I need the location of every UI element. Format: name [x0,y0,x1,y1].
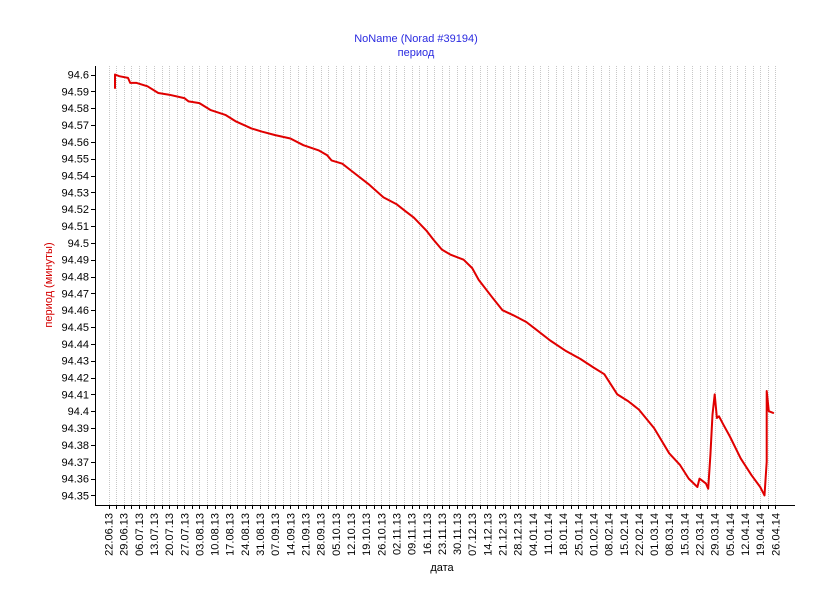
axes [91,66,795,509]
x-tick-label: 22.03.14 [695,513,707,556]
x-tick-label: 05.04.14 [725,513,737,556]
x-tick-label: 09.11.13 [407,513,419,555]
x-tick-label: 20.07.13 [164,513,176,556]
y-tick-label: 94.46 [61,305,89,317]
x-tick-label: 21.09.13 [301,513,313,556]
y-tick-label: 94.58 [61,103,89,115]
y-tick-label: 94.47 [61,288,89,300]
x-tick-label: 28.09.13 [316,513,328,556]
y-tick-label: 94.5 [68,238,89,250]
x-tick-label: 13.07.13 [149,513,161,556]
series-layer [114,73,775,497]
x-tick-label: 19.04.14 [755,513,767,556]
x-tick-label: 04.01.14 [528,513,540,556]
y-tick-labels: 94.6 94.59 94.58 94.57 94.56 94.55 94.54 94.53 9… [61,70,89,503]
y-tick-label: 94.39 [61,423,89,435]
y-tick-label: 94.51 [61,221,89,233]
x-tick-label: 19.10.13 [361,513,373,556]
y-tick-label: 94.37 [61,457,89,469]
y-tick-label: 94.45 [61,322,89,334]
x-tick-label: 28.12.13 [513,513,525,556]
x-tick-label: 26.10.13 [376,513,388,556]
x-tick-label: 14.12.13 [482,513,494,556]
x-tick-label: 10.08.13 [210,513,222,556]
x-tick-label: 27.07.13 [179,513,191,556]
y-tick-label: 94.59 [61,86,89,98]
x-tick-label: 01.03.14 [649,513,661,556]
x-tick-label: 12.10.13 [346,513,358,556]
x-tick-label: 14.09.13 [285,513,297,556]
x-tick-label: 15.03.14 [679,513,691,556]
x-tick-label: 25.01.14 [573,513,585,556]
x-tick-label: 08.02.14 [604,513,616,556]
y-tick-label: 94.44 [61,339,89,351]
y-tick-label: 94.52 [61,204,89,216]
x-tick-label: 29.06.13 [119,513,131,556]
y-tick-label: 94.41 [61,389,89,401]
x-tick-label: 29.03.14 [710,513,722,556]
x-tick-label: 02.11.13 [391,513,403,555]
x-tick-label: 05.10.13 [331,513,343,556]
y-axis-label: период (минуты) [43,242,55,327]
x-axis-label: дата [430,562,454,574]
y-tick-label: 94.56 [61,137,89,149]
y-tick-label: 94.48 [61,272,89,284]
series-line [114,73,775,497]
x-tick-label: 06.07.13 [134,513,146,556]
y-tick-label: 94.42 [61,373,89,385]
x-tick-label: 26.04.14 [770,513,782,556]
x-tick-label: 23.11.13 [437,513,449,555]
y-tick-label: 94.43 [61,356,89,368]
x-tick-label: 08.03.14 [664,513,676,556]
x-tick-label: 01.02.14 [588,513,600,556]
y-tick-label: 94.38 [61,440,89,452]
x-tick-label: 31.08.13 [255,513,267,556]
x-tick-labels: 22.06.13 29.06.13 06.07.13 13.07.13 20.07.13… [104,513,783,556]
y-tick-label: 94.4 [68,406,89,418]
chart-subtitle: период [398,47,435,59]
x-tick-label: 18.01.14 [558,513,570,556]
x-tick-label: 12.04.14 [740,513,752,556]
x-tick-label: 07.12.13 [467,513,479,556]
y-tick-label: 94.36 [61,474,89,486]
x-tick-label: 17.08.13 [225,513,237,556]
x-tick-label: 21.12.13 [498,513,510,556]
x-tick-label: 22.06.13 [104,513,116,556]
x-tick-label: 16.11.13 [422,513,434,555]
x-tick-label: 03.08.13 [194,513,206,556]
chart-title: NoName (Norad #39194) [354,33,478,45]
y-tick-label: 94.6 [68,70,89,82]
vertical-gridlines [109,66,776,505]
x-tick-label: 11.01.14 [543,513,555,555]
y-tick-label: 94.53 [61,187,89,199]
x-tick-label: 22.02.14 [634,513,646,556]
y-tick-label: 94.54 [61,171,89,183]
y-tick-label: 94.49 [61,255,89,267]
y-tick-label: 94.57 [61,120,89,132]
x-tick-label: 15.02.14 [619,513,631,556]
x-tick-label: 30.11.13 [452,513,464,555]
x-tick-label: 07.09.13 [270,513,282,556]
y-tick-label: 94.55 [61,154,89,166]
x-tick-label: 24.08.13 [240,513,252,556]
y-tick-label: 94.35 [61,490,89,502]
